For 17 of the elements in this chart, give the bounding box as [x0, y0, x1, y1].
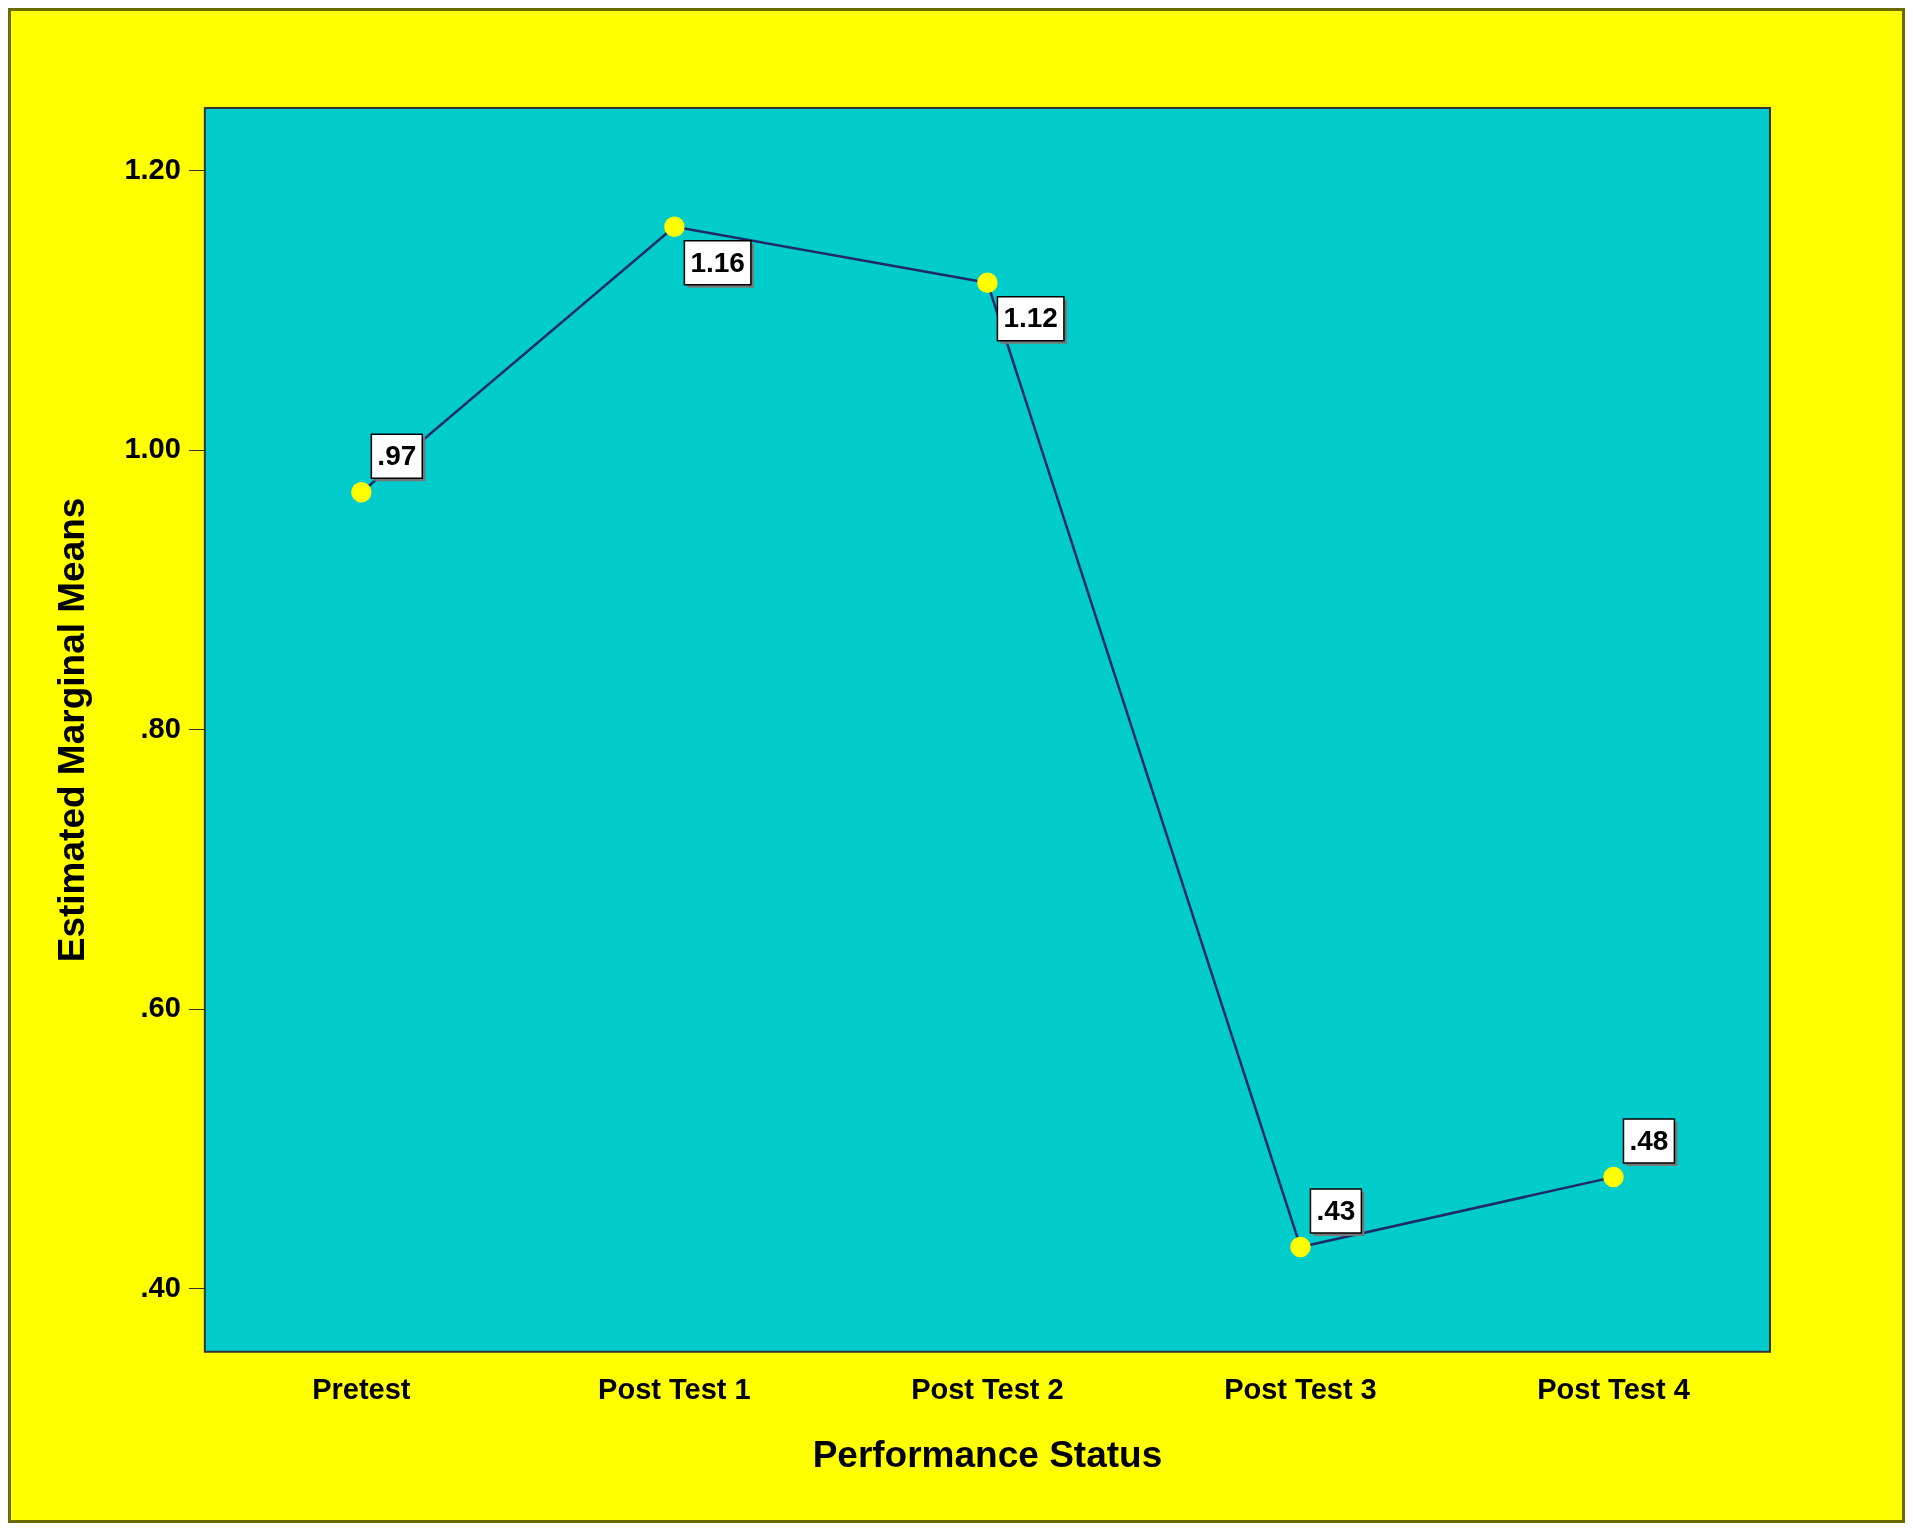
x-tick-label: Pretest	[312, 1373, 411, 1406]
data-label: .43	[1316, 1194, 1356, 1226]
data-label: 1.16	[690, 246, 745, 278]
x-tick-label: Post Test 2	[911, 1373, 1064, 1406]
x-tick-label: Post Test 3	[1224, 1373, 1377, 1406]
x-axis-title: Performance Status	[812, 1434, 1163, 1475]
y-axis-title: Estimated Marginal Means	[51, 497, 93, 963]
y-tick-label: .40	[140, 1270, 181, 1303]
y-tick-label: 1.00	[124, 432, 181, 465]
data-label: .48	[1629, 1124, 1669, 1156]
y-tick-label: 1.20	[124, 152, 181, 185]
data-label: .97	[377, 440, 417, 472]
data-label: 1.12	[1003, 302, 1058, 334]
y-tick-label: .80	[140, 711, 181, 744]
y-tick-label: .60	[140, 991, 181, 1024]
x-tick-label: Post Test 4	[1537, 1373, 1690, 1406]
x-tick-label: Post Test 1	[598, 1373, 751, 1406]
